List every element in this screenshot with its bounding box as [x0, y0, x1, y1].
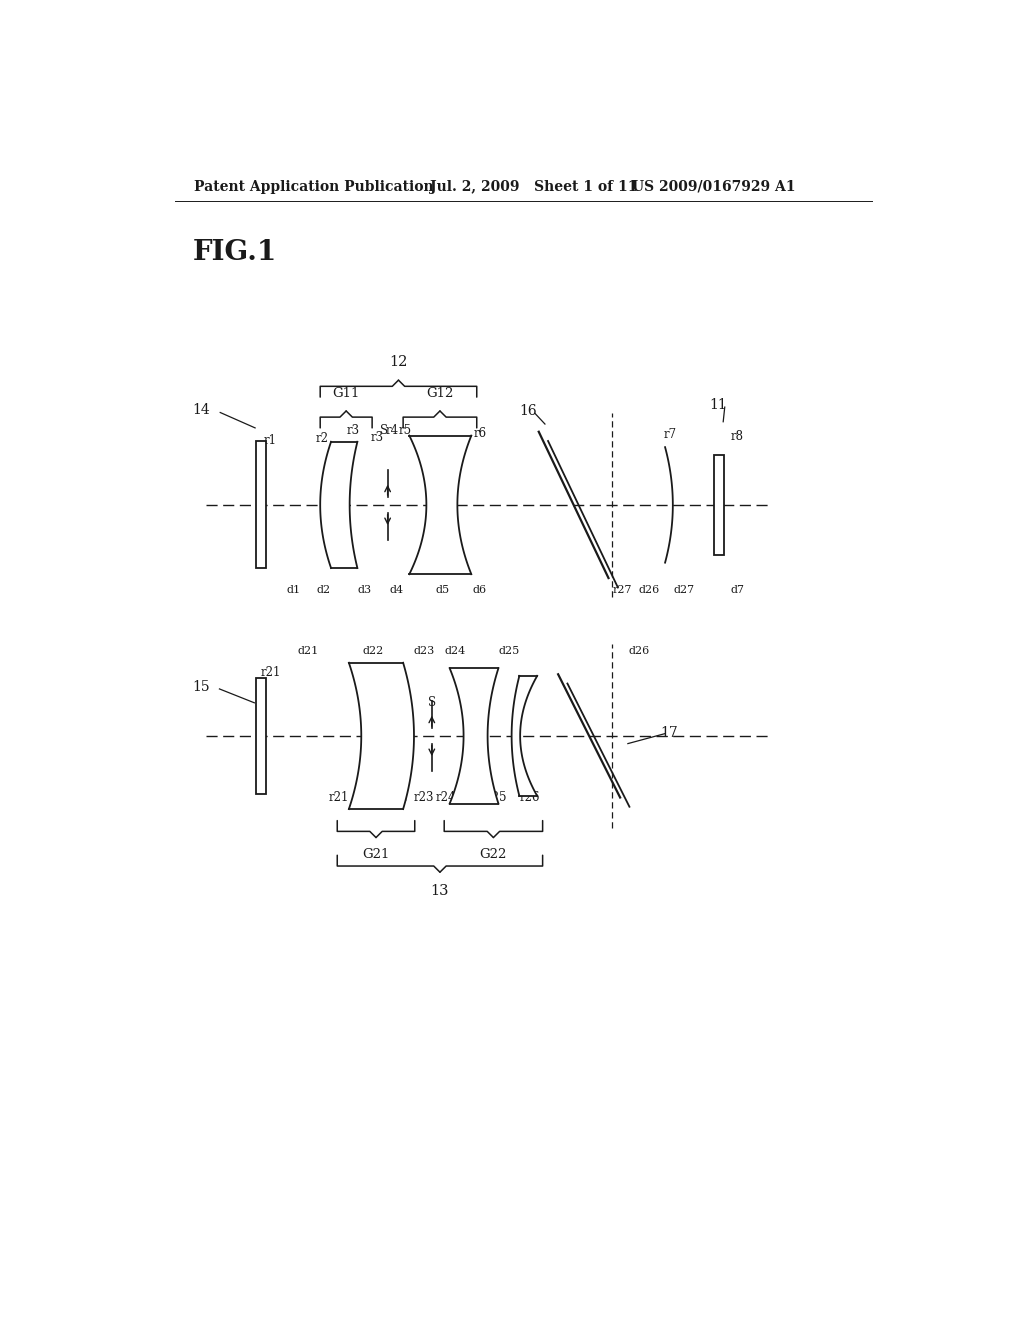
Text: G21: G21 [362, 849, 390, 862]
Text: r8: r8 [731, 430, 743, 444]
Text: FIG.1: FIG.1 [193, 239, 276, 265]
Text: S: S [428, 696, 436, 709]
Text: d24: d24 [444, 647, 466, 656]
Text: r1: r1 [264, 434, 278, 446]
Text: r21: r21 [329, 791, 349, 804]
Text: 15: 15 [193, 680, 210, 693]
Polygon shape [512, 676, 538, 796]
Text: d23: d23 [414, 647, 434, 656]
Text: 12: 12 [389, 355, 408, 368]
Bar [256, 678, 266, 793]
Text: 13: 13 [431, 884, 450, 898]
Text: 17: 17 [660, 726, 678, 739]
Polygon shape [410, 436, 471, 574]
Polygon shape [321, 442, 357, 568]
Text: 14: 14 [193, 403, 211, 417]
Text: r21: r21 [260, 667, 281, 680]
Text: US 2009/0167929 A1: US 2009/0167929 A1 [632, 180, 796, 194]
Text: r3: r3 [346, 425, 359, 437]
Text: r5: r5 [399, 424, 412, 437]
Polygon shape [450, 668, 499, 804]
Bar [256, 441, 266, 569]
Text: d3: d3 [357, 585, 372, 594]
Text: 16: 16 [519, 404, 537, 418]
Text: r3: r3 [371, 430, 383, 444]
Text: r25: r25 [486, 791, 507, 804]
Bar [714, 455, 724, 554]
Text: r24: r24 [435, 791, 456, 804]
Text: S: S [380, 425, 388, 437]
Text: Jul. 2, 2009   Sheet 1 of 11: Jul. 2, 2009 Sheet 1 of 11 [430, 180, 638, 194]
Text: r27: r27 [612, 585, 632, 594]
Text: d21: d21 [297, 647, 318, 656]
Text: d27: d27 [674, 585, 695, 594]
Text: d2: d2 [316, 585, 331, 594]
Text: r23: r23 [414, 791, 434, 804]
Text: d7: d7 [730, 585, 744, 594]
Text: G22: G22 [479, 849, 507, 862]
Polygon shape [349, 663, 414, 809]
Text: r2: r2 [315, 432, 329, 445]
Text: r6: r6 [473, 426, 486, 440]
Text: Patent Application Publication: Patent Application Publication [194, 180, 433, 194]
Text: G12: G12 [426, 387, 454, 400]
Text: r7: r7 [664, 428, 677, 441]
Text: d6: d6 [473, 585, 487, 594]
Text: G11: G11 [333, 387, 359, 400]
Text: d1: d1 [286, 585, 300, 594]
Text: r22: r22 [387, 791, 408, 804]
Text: r4: r4 [386, 425, 398, 437]
Text: d5: d5 [435, 585, 450, 594]
Text: d26: d26 [629, 647, 650, 656]
Text: d25: d25 [499, 647, 520, 656]
Text: d26: d26 [639, 585, 660, 594]
Text: d4: d4 [390, 585, 404, 594]
Text: r26: r26 [519, 791, 540, 804]
Text: d22: d22 [362, 647, 384, 656]
Text: 11: 11 [710, 397, 727, 412]
